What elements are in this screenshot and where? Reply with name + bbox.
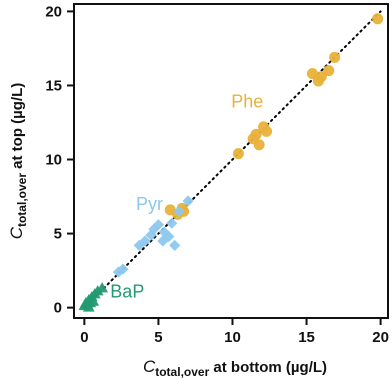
data-point-pyr bbox=[157, 235, 169, 247]
data-point-bap bbox=[96, 282, 109, 293]
data-point-pyr bbox=[169, 239, 181, 252]
y-tick-label: 20 bbox=[45, 3, 62, 20]
data-point-phe bbox=[261, 125, 273, 137]
x-tick-label: 10 bbox=[224, 329, 241, 346]
data-point-pyr bbox=[173, 205, 185, 217]
series-label-pyr: Pyr bbox=[136, 194, 163, 214]
data-point-pyr bbox=[166, 217, 178, 229]
data-point-pyr bbox=[152, 219, 165, 231]
x-axis-title: Ctotal,over at bottom (µg/L) bbox=[143, 357, 327, 379]
y-axis-title: Ctotal,over at top (µg/L) bbox=[7, 83, 29, 240]
plot-frame bbox=[73, 3, 389, 319]
x-tick-label: 0 bbox=[80, 329, 88, 346]
x-tick-label: 15 bbox=[298, 329, 315, 346]
data-point-bap bbox=[82, 301, 95, 312]
reference-line bbox=[83, 10, 382, 309]
data-point-phe bbox=[232, 148, 244, 160]
data-point-pyr bbox=[182, 195, 194, 207]
data-point-phe bbox=[250, 128, 262, 140]
data-point-pyr bbox=[117, 263, 129, 275]
y-tick-label: 0 bbox=[54, 300, 62, 317]
data-point-pyr bbox=[139, 235, 151, 247]
series-label-bap: BaP bbox=[110, 281, 144, 301]
data-point-phe bbox=[323, 65, 335, 77]
data-point-bap bbox=[87, 295, 100, 306]
data-point-phe bbox=[253, 139, 265, 151]
y-tick-label: 15 bbox=[45, 77, 62, 94]
series-label-phe: Phe bbox=[231, 92, 263, 112]
data-point-phe bbox=[372, 13, 384, 25]
y-tick-label: 5 bbox=[54, 226, 62, 243]
x-tick-label: 5 bbox=[154, 329, 162, 346]
data-point-phe bbox=[315, 71, 327, 83]
x-tick-label: 20 bbox=[372, 329, 389, 346]
data-point-phe bbox=[329, 51, 341, 63]
y-tick-label: 10 bbox=[45, 152, 62, 169]
